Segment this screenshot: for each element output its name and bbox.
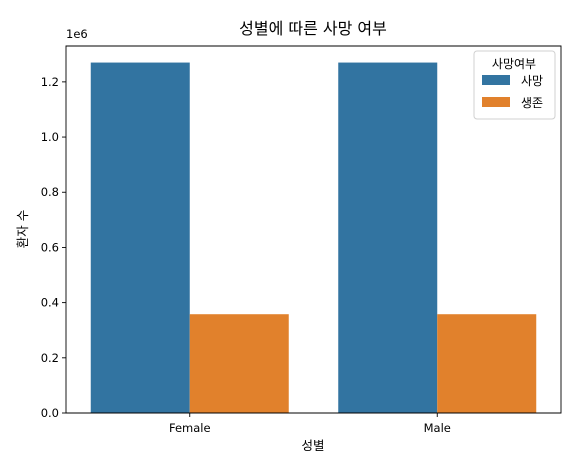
y-tick-label: 0.4 [41,296,59,310]
legend-swatch-death [482,75,510,85]
plot-frame [65,45,562,414]
x-tick-label: Male [424,421,451,435]
bars-group [90,62,537,413]
bar-male-series-1 [437,314,537,413]
legend: 사망여부 사망 생존 [473,50,556,120]
x-axis-ticks: Female Male [169,413,451,435]
legend-swatch-survival [482,97,510,107]
y-tick-label: 1.2 [41,75,59,89]
y-tick-label: 0.6 [41,240,59,254]
chart-title: 성별에 따른 사망 여부 [239,19,387,38]
legend-title: 사망여부 [492,57,536,71]
y-tick-label: 0.8 [41,185,59,199]
y-tick-label: 1.0 [41,130,59,144]
bar-female-series-0 [90,62,190,413]
y-offset-label: 1e6 [66,27,88,41]
y-axis-label: 환자 수 [15,210,30,248]
legend-label-death: 사망 [521,74,543,88]
legend-label-survival: 생존 [521,96,543,110]
y-axis-ticks: 0.0 0.2 0.4 0.6 0.8 1.0 1.2 [41,75,66,420]
x-tick-label: Female [169,421,211,435]
y-tick-label: 0.0 [41,406,59,420]
bar-female-series-1 [189,314,289,413]
bar-male-series-0 [338,62,438,413]
y-tick-label: 0.2 [41,351,59,365]
x-axis-label: 성별 [301,438,324,453]
